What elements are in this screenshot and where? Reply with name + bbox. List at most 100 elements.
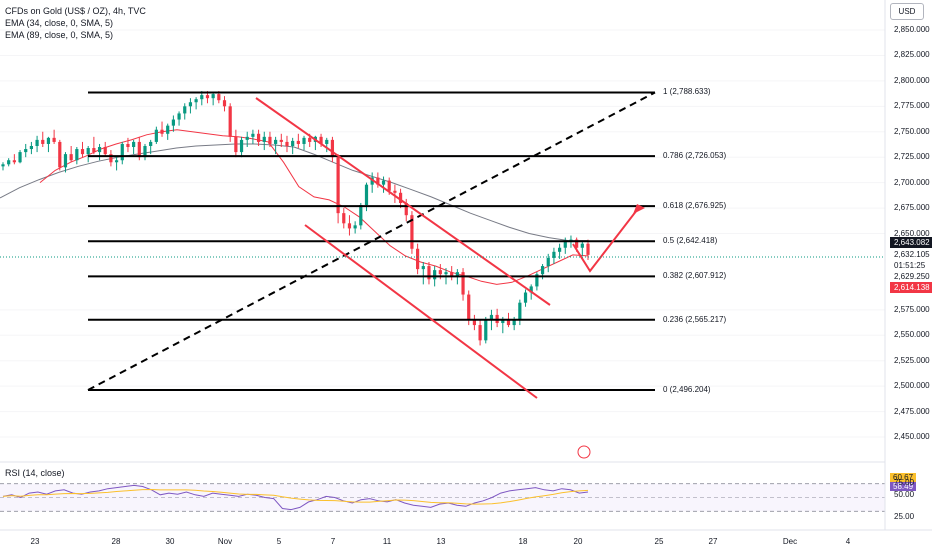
price-axis-label: 2,725.000 [894,152,930,162]
projection-arrow [572,209,638,273]
candle-body [177,113,181,120]
currency-button[interactable]: USD [890,3,924,20]
candle-body [160,129,164,134]
ema-34-path [39,129,589,285]
rsi-band-fill [0,483,885,512]
candle-body [58,141,62,168]
candle-body [166,125,170,134]
candle-body [342,213,346,224]
candle-body [211,94,215,99]
rsi-pane [0,483,885,512]
candle-body [35,139,39,146]
price-axis-label: 2,675.000 [894,203,930,213]
symbol-title[interactable]: CFDs on Gold (US$ / OZ), 4h, TVC [5,6,146,16]
candle-body [109,154,113,163]
ema-89-path [0,143,588,242]
ema-34-legend[interactable]: EMA (34, close, 0, SMA, 5) [5,18,114,28]
price-axis-label: 2,575.000 [894,304,930,314]
rsi-axis-25: 25.00 [894,512,915,521]
candle-body [120,143,124,161]
candle-body [421,266,425,270]
rsi-axis-75: 75.00 [894,478,915,487]
time-axis-label: 23 [30,537,40,546]
candle-body [262,136,266,142]
candle-body [302,137,306,144]
fib-level-label: 0 (2,496.204) [663,384,711,394]
candle-body [472,319,477,326]
price-axis-label: 2,475.000 [894,406,930,416]
price-axis-label: 2,800.000 [894,75,930,85]
rsi-tag-b: 58.49 [890,482,917,491]
rsi-tag-a: 60.67 [890,473,917,482]
candle-body [416,248,420,270]
candle-body [200,95,204,100]
price-axis-label: 2,775.000 [894,101,930,111]
candle-body [540,266,545,275]
candle-body [188,102,193,107]
drawing-tools[interactable] [0,91,885,459]
candle-body [92,148,96,153]
candle-body [126,143,130,148]
time-axis-label: 28 [111,537,121,546]
candle-body [308,137,312,142]
candle-body [234,136,238,153]
price-axis-label: 2,650.000 [894,228,930,238]
time-axis-label: 18 [518,537,528,546]
channel-lower-line [304,224,538,399]
candle-body [291,140,295,146]
candle-body [245,136,249,140]
candle-body [69,154,73,161]
candle-body [398,192,403,203]
candle-body [523,292,528,303]
candle-body [586,243,590,255]
ema-34-price-tag: 2,629.250 [890,271,932,282]
rsi-legend[interactable]: RSI (14, close) [5,468,65,478]
time-axis-label: 7 [330,537,336,546]
chart-legend: CFDs on Gold (US$ / OZ), 4h, TVC EMA (34… [5,5,146,41]
candle-body [114,160,119,163]
candle-body [410,215,414,249]
candle-body [183,106,187,114]
fib-level-label: 0.786 (2,726.053) [663,151,727,161]
candle-body [171,119,175,126]
candle-body [376,177,380,185]
fib-level-label: 0.5 (2,642.418) [663,236,718,246]
price-axis-label: 2,700.000 [894,177,930,187]
candle-body [143,145,147,158]
candle-body [404,202,408,216]
rsi-ma-line [2,488,589,505]
candle-body [563,241,567,248]
price-axis-label: 2,825.000 [894,50,930,60]
candle-body [154,129,158,142]
candle-body [268,136,272,144]
fib-level-label: 0.382 (2,607.912) [663,271,727,281]
candle-body [438,270,442,275]
candle-body [478,325,482,341]
fib-retracement[interactable] [88,91,655,391]
candle-body [467,294,471,320]
candle-body [387,180,391,191]
rsi-line [2,484,589,511]
time-axis-label: 25 [654,537,664,546]
candle-body [7,160,11,165]
candle-body [194,99,198,103]
candle-body [461,272,465,295]
candle-body [251,133,255,137]
candle-body [97,147,102,153]
time-axis-label: 30 [165,537,175,546]
candle-body [12,160,16,163]
ema-89-line [0,143,588,242]
candle-body [41,139,45,144]
candle-body [512,319,516,326]
candle-body [274,139,278,144]
candle-body [444,272,448,275]
candle-body [506,318,511,326]
rsi-axis-50: 50.00 [894,490,915,499]
candle-body [63,154,68,168]
time-axis-label: 5 [276,537,282,546]
ema-89-legend[interactable]: EMA (89, close, 0, SMA, 5) [5,30,114,40]
time-axis-label: 20 [573,537,583,546]
time-axis-label: 4 [845,537,851,546]
price-axis-label: 2,850.000 [894,25,930,34]
